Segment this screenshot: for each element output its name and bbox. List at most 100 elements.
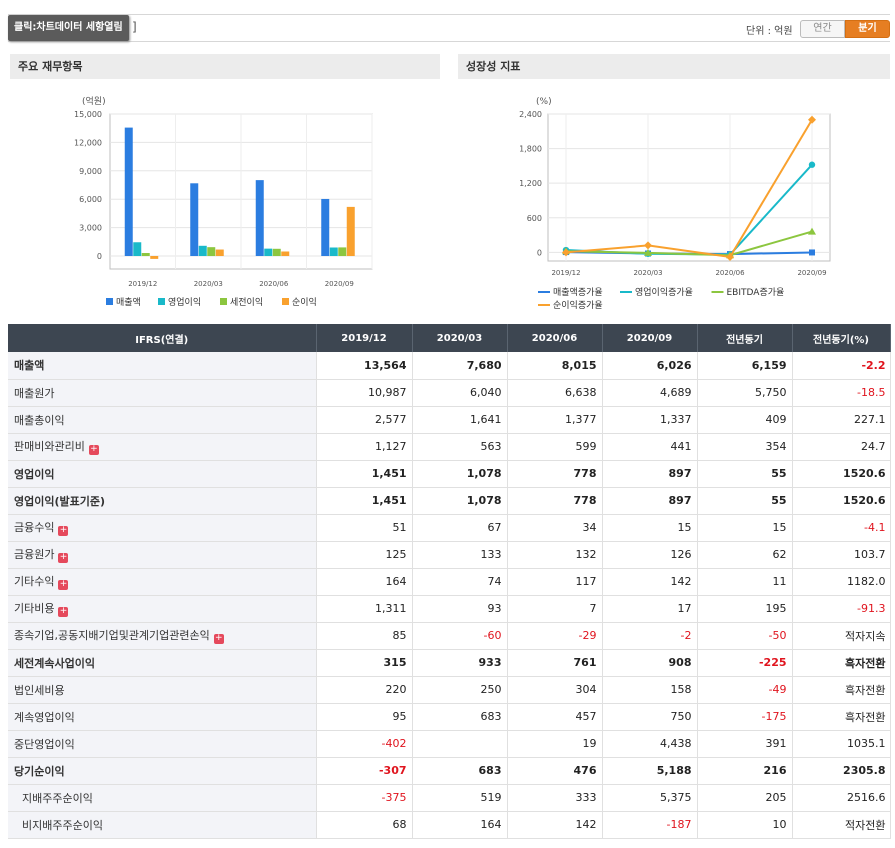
table-cell: -307: [316, 757, 413, 785]
table-cell: 68: [316, 811, 413, 839]
table-row: 계속영업이익 95 683 457 750 -175 흑자전환: [8, 703, 891, 731]
table-cell: 457: [507, 703, 603, 731]
table-cell: -91.3: [792, 595, 891, 623]
table-header-row: IFRS(연결) 2019/12 2020/03 2020/06 2020/09 전년동기…: [8, 324, 891, 352]
table-cell: 흑자전환: [792, 703, 891, 731]
table-row: 영업이익 1,451 1,078 778 897 55 1520.6: [8, 460, 891, 488]
row-label: 지배주주순이익: [22, 791, 93, 805]
expand-row-icon[interactable]: +: [58, 525, 69, 536]
table-cell: 55: [697, 460, 793, 488]
expand-row-icon[interactable]: +: [213, 633, 224, 644]
table-row: 영업이익(발표기준) 1,451 1,078 778 897 55 1520.6: [8, 487, 891, 515]
x-tick-label: 2020/03: [194, 280, 223, 288]
y-tick-label: 600: [527, 214, 542, 223]
table-cell: 93: [412, 595, 508, 623]
table-cell: 103.7: [792, 541, 891, 569]
table-cell: 19: [507, 730, 603, 758]
table-cell: 적자지속: [792, 622, 891, 650]
row-label: 세전계속사업이익: [14, 656, 95, 670]
table-cell: 333: [507, 784, 603, 812]
table-cell: 750: [602, 703, 698, 731]
row-label: 금융원가: [14, 548, 55, 561]
table-row: 법인세비용 220 250 304 158 -49 흑자전환: [8, 676, 891, 704]
table-cell: 1182.0: [792, 568, 891, 596]
row-label-cell: 기타비용 +: [8, 595, 317, 623]
table-row: 종속기업,공동지배기업및관계기업관련손익 +85 -60 -29 -2 -50 적자지속: [8, 622, 891, 650]
table-cell: 1,078: [412, 487, 508, 515]
row-label-cell: 금융수익 +: [8, 514, 317, 542]
table-cell: -375: [316, 784, 413, 812]
table-cell: 216: [697, 757, 793, 785]
table-cell: 6,040: [412, 379, 508, 407]
y-tick-label: 1,800: [519, 145, 542, 154]
table-cell: 1,451: [316, 487, 413, 515]
table-cell: 409: [697, 406, 793, 434]
table-cell: 683: [412, 757, 508, 785]
bracket-text: ]: [132, 20, 137, 34]
table-cell: 778: [507, 460, 603, 488]
bar-1-2020/09: [321, 198, 330, 256]
x-tick-label: 2020/03: [633, 269, 662, 277]
annual-tab-button[interactable]: 연간: [800, 20, 845, 38]
legend-swatch: [282, 298, 289, 305]
header-column: 2020/03: [412, 324, 508, 352]
table-cell: 15: [602, 514, 698, 542]
row-label-cell: 금융원가 +: [8, 541, 317, 569]
row-label: 계속영업이익: [14, 710, 75, 724]
table-cell: 8,015: [507, 352, 603, 380]
data-point: [726, 252, 734, 261]
table-cell: 4,689: [602, 379, 698, 407]
header-ifrs: IFRS(연결): [8, 324, 317, 352]
row-label-cell: 중단영업이익: [8, 730, 317, 758]
table-cell: 205: [697, 784, 793, 812]
table-cell: 67: [412, 514, 508, 542]
row-label-cell: 영업이익: [8, 460, 317, 488]
table-cell: 1,451: [316, 460, 413, 488]
table-cell: 5,750: [697, 379, 793, 407]
chart-data-toggle-button[interactable]: 클릭:차트데이터 세항열림: [8, 15, 129, 41]
table-cell: 391: [697, 730, 793, 758]
legend-label: 매출액증가율: [553, 286, 603, 298]
table-row: 금융수익 +51 67 34 15 15 -4.1: [8, 514, 891, 542]
table-cell: 220: [316, 676, 413, 704]
line-chart-grid: [547, 113, 831, 262]
row-label-cell: 매출원가: [8, 379, 317, 407]
bar-chart-y-ticks: 15,000 12,000 9,000 6,000 3,000 0: [74, 110, 102, 261]
data-point: [808, 115, 816, 124]
table-row: 판매비와관리비 +1,127 563 599 441 354 24.7: [8, 433, 891, 461]
row-label: 판매비와관리비: [14, 440, 85, 453]
expand-row-icon[interactable]: +: [58, 606, 69, 617]
table-cell: 142: [602, 568, 698, 596]
table-cell: 2516.6: [792, 784, 891, 812]
table-cell: 4,438: [602, 730, 698, 758]
table-row: 중단영업이익 -402 19 4,438 391 1035.1: [8, 730, 891, 758]
data-point: [644, 248, 652, 256]
line-plot-area: [547, 113, 831, 262]
table-cell: 10: [697, 811, 793, 839]
y-tick-label: 0: [537, 248, 542, 257]
table-cell: 250: [412, 676, 508, 704]
table-cell: 761: [507, 649, 603, 677]
table-cell: 778: [507, 487, 603, 515]
table-cell: 74: [412, 568, 508, 596]
quarter-tab-button[interactable]: 분기: [845, 20, 890, 38]
expand-row-icon[interactable]: +: [58, 552, 69, 563]
table-cell: -4.1: [792, 514, 891, 542]
table-cell: 6,638: [507, 379, 603, 407]
bar-2-2019/12: [133, 242, 142, 256]
series-line-4: [565, 119, 813, 259]
growth-indicators-title: 성장성 지표: [458, 54, 890, 79]
expand-row-icon[interactable]: +: [58, 579, 69, 590]
table-cell: -29: [507, 622, 603, 650]
table-cell: 6,026: [602, 352, 698, 380]
legend-label: 영업이익증가율: [635, 286, 693, 298]
expand-row-icon[interactable]: +: [88, 444, 99, 455]
table-cell: 흑자전환: [792, 649, 891, 677]
table-cell: 304: [507, 676, 603, 704]
table-row: 기타비용 +1,311 93 7 17 195 -91.3: [8, 595, 891, 623]
bar-chart-grid: [109, 113, 373, 270]
table-cell: -402: [316, 730, 413, 758]
row-label-cell: 비지배주주순이익: [8, 811, 317, 839]
top-toolbar: 클릭:차트데이터 세항열림 ] 단위 : 억원 연간 분기: [8, 14, 890, 42]
